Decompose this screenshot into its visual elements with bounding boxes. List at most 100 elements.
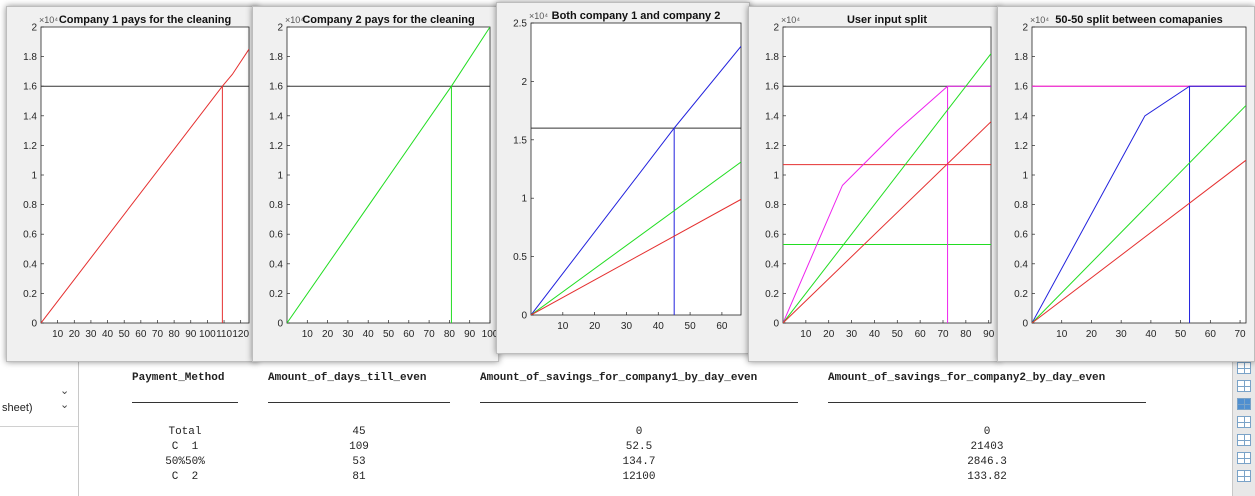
table-cell: 109 (349, 441, 369, 453)
y-tick-label: 2 (1022, 23, 1028, 34)
x-tick-label: 90 (464, 329, 476, 340)
x-tick-label: 50 (685, 321, 697, 332)
grid-icon[interactable] (1237, 452, 1251, 464)
x-tick-label: 50 (1175, 329, 1187, 340)
y-tick-label: 1.8 (23, 52, 37, 63)
x-tick-label: 10 (557, 321, 569, 332)
x-tick-label: 80 (169, 329, 181, 340)
y-tick-label: 1.6 (269, 82, 283, 93)
y-exponent-label: ×10⁴ (781, 15, 800, 25)
series-line (783, 85, 991, 323)
y-tick-label: 1 (1022, 171, 1028, 182)
header-underline (268, 402, 450, 403)
toolbar-strip (1232, 360, 1255, 496)
y-tick-label: 2 (521, 77, 527, 88)
grid-icon[interactable] (1237, 470, 1251, 482)
table-header: Amount_of_savings_for_company2_by_day_ev… (828, 372, 1106, 384)
x-tick-label: 80 (960, 329, 972, 340)
series-line (287, 27, 490, 323)
divider (0, 426, 78, 427)
x-tick-label: 100 (199, 329, 216, 340)
chart-svg: 0 0.5 1 1.5 2 2.5 10 20 30 40 50 60 ×10⁴ Both company… (513, 10, 742, 332)
x-tick-label: 70 (937, 329, 949, 340)
y-tick-label: 1.2 (765, 141, 779, 152)
y-tick-label: 1.8 (269, 52, 283, 63)
x-tick-label: 90 (983, 329, 995, 340)
x-tick-label: 70 (152, 329, 164, 340)
table-cell: 21403 (970, 441, 1004, 453)
x-tick-label: 50 (383, 329, 395, 340)
y-tick-label: 1.6 (1014, 82, 1028, 93)
grid-icon[interactable] (1237, 362, 1251, 374)
x-tick-label: 40 (653, 321, 665, 332)
chevron-down-icon[interactable]: ⌄ (60, 385, 70, 397)
x-tick-label: 70 (1234, 329, 1246, 340)
x-tick-label: 60 (1205, 329, 1217, 340)
x-tick-label: 20 (69, 329, 81, 340)
y-tick-label: 2 (277, 23, 283, 34)
y-tick-label: 1 (277, 171, 283, 182)
chart-svg: 0 0.2 0.4 0.6 0.8 1 1.2 1.4 1.6 1.8 2 10 20 30 40 50 60 7… (269, 14, 498, 340)
dropdown-chevron-icon[interactable]: ⌄ (60, 399, 70, 411)
y-tick-label: 0.6 (1014, 230, 1028, 241)
series-line (1032, 85, 1246, 323)
series-line (531, 161, 741, 315)
grid-icon[interactable] (1237, 416, 1251, 428)
plot-lines (41, 48, 249, 323)
y-tick-label: 0.6 (269, 230, 283, 241)
table-cell: 0 (983, 426, 991, 438)
y-tick-label: 0.4 (23, 259, 37, 270)
y-tick-label: 2 (31, 23, 37, 34)
figure-window-both-companies[interactable]: 0 0.5 1 1.5 2 2.5 10 20 30 40 50 60 ×10⁴ Both company… (496, 2, 750, 354)
x-tick-label: 20 (589, 321, 601, 332)
grid-icon[interactable] (1237, 380, 1251, 392)
grid-icon[interactable] (1237, 434, 1251, 446)
x-tick-label: 50 (892, 329, 904, 340)
grid-icon[interactable] (1237, 398, 1251, 410)
y-tick-label: 1 (31, 171, 37, 182)
y-tick-label: 2.5 (513, 19, 527, 30)
table-cell: 53 (352, 456, 366, 468)
y-tick-label: 0.5 (513, 252, 527, 263)
y-tick-label: 1.4 (269, 111, 283, 122)
y-tick-label: 1.4 (1014, 111, 1028, 122)
y-tick-label: 1.5 (513, 135, 527, 146)
series-line (1032, 159, 1246, 323)
figure-window-company1[interactable]: 0 0.2 0.4 0.6 0.8 1 1.2 1.4 1.6 1.8 2 10 20 30 40 50 60 7… (6, 6, 258, 362)
x-tick-label: 20 (823, 329, 835, 340)
chart-title: 50-50 split between comapanies (1055, 14, 1223, 26)
figure-window-company2[interactable]: 0 0.2 0.4 0.6 0.8 1 1.2 1.4 1.6 1.8 2 10 20 30 40 50 60 7… (252, 6, 499, 362)
y-tick-label: 0.6 (765, 230, 779, 241)
y-tick-label: 0 (773, 319, 779, 330)
y-tick-label: 0.4 (1014, 259, 1028, 270)
chart-svg: 0 0.2 0.4 0.6 0.8 1 1.2 1.4 1.6 1.8 2 10 20 30 40 50 60 7… (765, 14, 995, 340)
figure-window-50-50-split[interactable]: 0 0.2 0.4 0.6 0.8 1 1.2 1.4 1.6 1.8 2 10 20 30 40 50 60 7… (997, 6, 1255, 362)
x-tick-label: 10 (52, 329, 64, 340)
chart-svg: 0 0.2 0.4 0.6 0.8 1 1.2 1.4 1.6 1.8 2 10 20 30 40 50 60 7… (1014, 14, 1247, 340)
figure-window-user-split[interactable]: 0 0.2 0.4 0.6 0.8 1 1.2 1.4 1.6 1.8 2 10 20 30 40 50 60 7… (748, 6, 1000, 362)
table-cell: 0 (635, 426, 643, 438)
x-tick-label: 30 (342, 329, 354, 340)
x-tick-label: 100 (482, 329, 498, 340)
series-line (1032, 105, 1246, 323)
y-tick-label: 1 (773, 171, 779, 182)
y-exponent-label: ×10⁴ (39, 15, 58, 25)
y-tick-label: 0.8 (269, 200, 283, 211)
y-tick-label: 1.2 (1014, 141, 1028, 152)
y-tick-label: 0.4 (765, 259, 779, 270)
y-tick-label: 0.8 (23, 200, 37, 211)
x-tick-label: 40 (363, 329, 375, 340)
y-tick-label: 0 (521, 311, 527, 322)
series-line (41, 48, 249, 323)
chart-title: Both company 1 and company 2 (552, 10, 721, 22)
command-window-table: Payment_Method Amount_of_days_till_even … (80, 362, 1230, 496)
series-line (531, 198, 741, 315)
plot-area (1031, 26, 1247, 324)
plot-lines (783, 53, 991, 323)
y-tick-label: 1.6 (765, 82, 779, 93)
table-header: Amount_of_days_till_even (268, 372, 427, 384)
x-tick-label: 60 (915, 329, 927, 340)
y-tick-label: 0.2 (765, 289, 779, 300)
x-tick-label: 110 (216, 329, 232, 340)
y-tick-label: 0 (31, 319, 37, 330)
